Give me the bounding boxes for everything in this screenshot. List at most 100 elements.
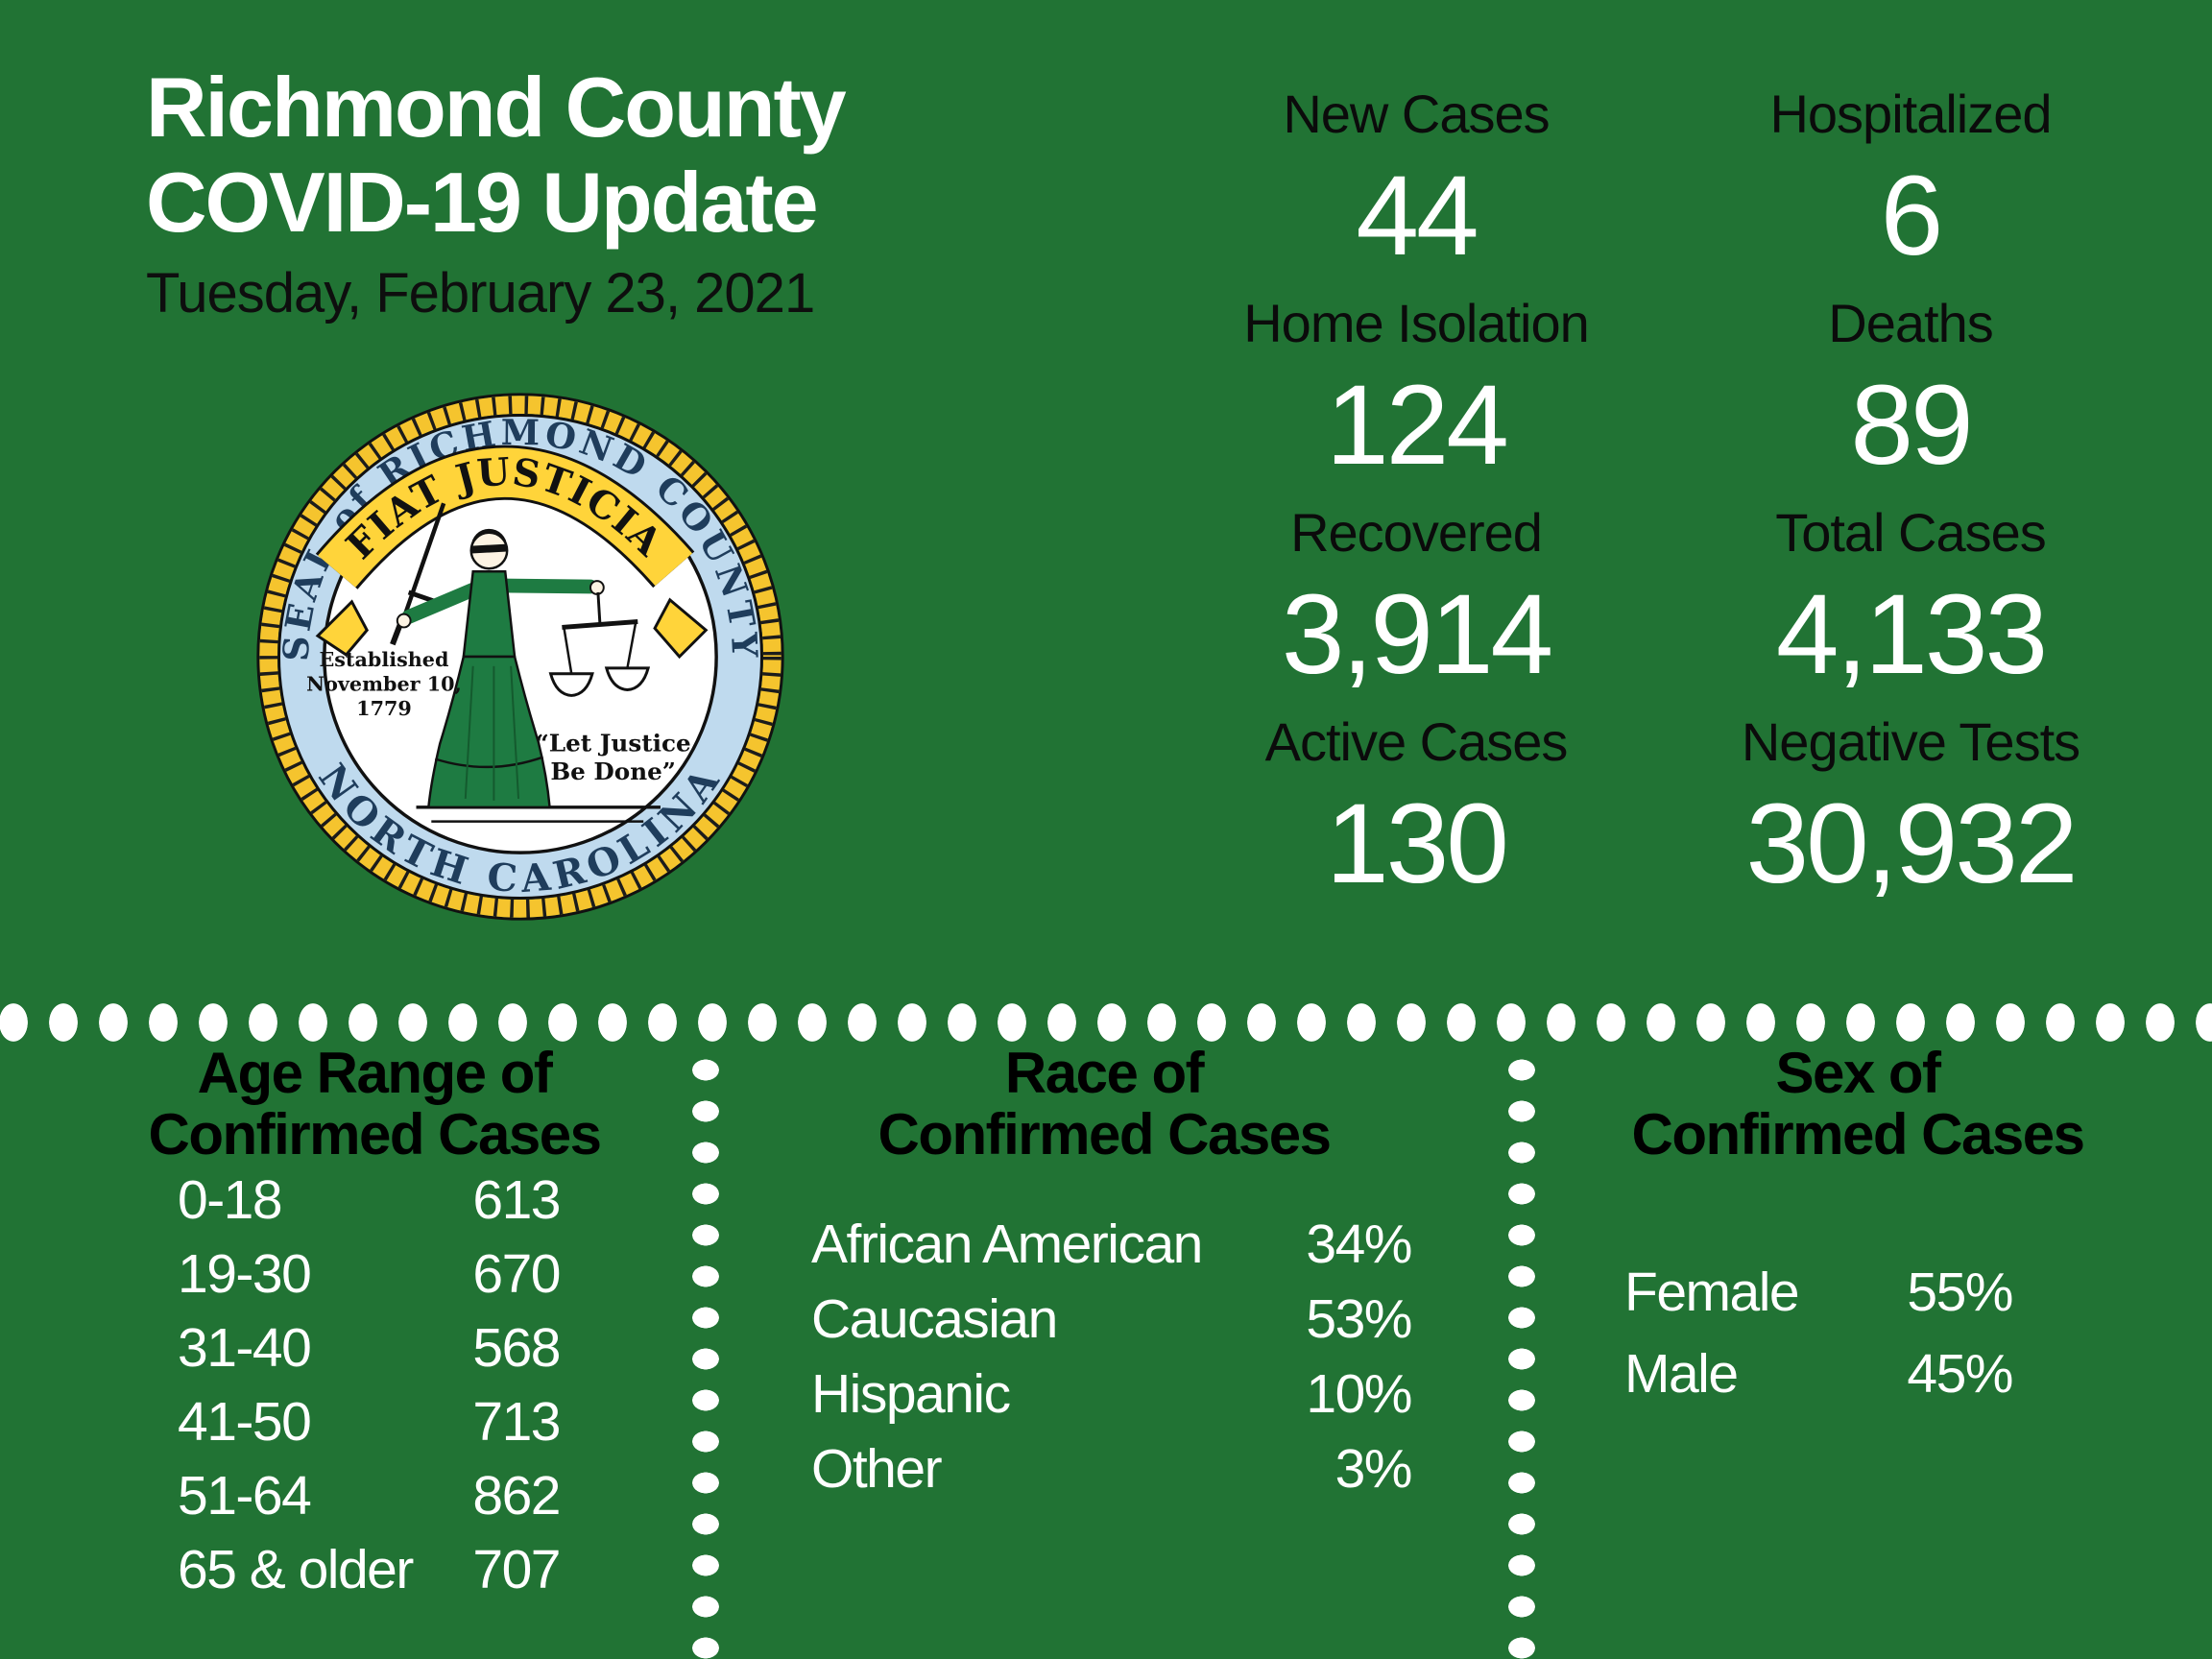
seal-outer-edge [256, 393, 784, 921]
stat-active-cases: Active Cases 130 [1147, 712, 1685, 916]
lady-justice-figure [390, 502, 661, 823]
stat-negative-tests: Negative Tests 30,932 [1642, 712, 2179, 916]
stat-value: 44 [1356, 153, 1479, 279]
table-row: African American 34% [811, 1214, 1412, 1275]
age-range-label: 51-64 [178, 1465, 312, 1527]
stat-value: 6 [1880, 153, 1944, 279]
skirt-tier [434, 756, 544, 769]
table-row: 19-30 670 [178, 1243, 561, 1305]
stat-value: 3,914 [1281, 571, 1553, 698]
race-header-line2: Confirmed Cases [878, 1102, 1332, 1166]
stat-label: Recovered [1290, 502, 1543, 563]
quote-line1: “Let Justice [536, 730, 691, 757]
sex-section-header: Sex of Confirmed Cases [1522, 1043, 2194, 1166]
left-arm [401, 581, 484, 624]
age-range-value: 670 [472, 1243, 561, 1305]
quote-line2: Be Done” [550, 757, 676, 785]
table-row: Hispanic 10% [811, 1363, 1412, 1425]
age-range-label: 19-30 [178, 1243, 312, 1305]
age-rows: 0-18 613 19-30 670 31-40 568 41-50 713 5… [178, 1169, 561, 1600]
age-header-line2: Confirmed Cases [148, 1102, 602, 1166]
stat-label: Deaths [1828, 293, 1993, 353]
age-header-line1: Age Range of [197, 1041, 553, 1105]
age-range-label: 31-40 [178, 1317, 312, 1379]
right-hand [589, 580, 605, 595]
page-title-line2: COVID-19 Update [146, 155, 819, 250]
sex-rows: Female 55% Male 45% [1624, 1262, 2013, 1405]
race-label: Hispanic [811, 1363, 1011, 1425]
sex-percent: 45% [1907, 1343, 2013, 1405]
age-range-label: 41-50 [178, 1391, 312, 1453]
hair [470, 528, 508, 547]
sword-blade [400, 502, 446, 622]
race-header-line1: Race of [1004, 1041, 1205, 1105]
stat-home-isolation: Home Isolation 124 [1147, 294, 1685, 497]
stat-label: Total Cases [1775, 502, 2047, 563]
page-title-line1: Richmond County [146, 60, 847, 155]
age-range-value: 862 [472, 1465, 561, 1527]
skirt [426, 655, 551, 809]
age-range-value: 568 [472, 1317, 561, 1379]
report-date: Tuesday, February 23, 2021 [146, 262, 815, 325]
sex-percent: 55% [1907, 1262, 2013, 1323]
stat-value: 4,133 [1775, 571, 2048, 698]
age-section-header: Age Range of Confirmed Cases [86, 1043, 662, 1166]
stat-total-cases: Total Cases 4,133 [1642, 503, 2179, 707]
vertical-dotted-divider-2 [1507, 1049, 1536, 1659]
horizontal-dotted-divider [0, 1002, 2212, 1043]
table-row: 51-64 862 [178, 1465, 561, 1527]
stat-hospitalized: Hospitalized 6 [1642, 84, 2179, 288]
age-range-value: 613 [472, 1169, 561, 1231]
stat-value: 89 [1850, 362, 1973, 489]
stat-deaths: Deaths 89 [1642, 294, 2179, 497]
race-rows: African American 34% Caucasian 53% Hispa… [811, 1214, 1413, 1500]
stat-label: Active Cases [1264, 711, 1569, 772]
scales-of-justice [548, 591, 651, 697]
table-row: Male 45% [1624, 1343, 2013, 1405]
stat-value: 30,932 [1745, 781, 2079, 907]
established-line1: Established [319, 648, 448, 671]
table-row: 31-40 568 [178, 1317, 561, 1379]
table-row: Other 3% [811, 1438, 1413, 1500]
race-percent: 3% [1334, 1438, 1413, 1500]
skirt-pleat [510, 665, 520, 799]
stats-column-left: New Cases 44 Home Isolation 124 Recovere… [1147, 84, 1685, 916]
stat-label: New Cases [1283, 84, 1550, 144]
race-section-header: Race of Confirmed Cases [768, 1043, 1440, 1166]
age-range-label: 65 & older [178, 1539, 414, 1600]
race-label: Caucasian [811, 1288, 1058, 1350]
established-line2: November 10, [306, 673, 462, 696]
sex-label: Male [1624, 1343, 1739, 1405]
stat-label: Home Isolation [1243, 293, 1590, 353]
age-range-label: 0-18 [178, 1169, 283, 1231]
sex-header-line1: Sex of [1775, 1041, 1941, 1105]
stat-label: Negative Tests [1741, 711, 2080, 772]
sex-header-line2: Confirmed Cases [1631, 1102, 2085, 1166]
right-arm [495, 578, 598, 594]
blindfold [470, 543, 508, 554]
sex-label: Female [1624, 1262, 1800, 1323]
stat-label: Hospitalized [1769, 84, 2052, 144]
richmond-county-seal: SEAL of RICHMOND COUNTY NORTH CAROLINA F… [256, 393, 784, 921]
stats-column-right: Hospitalized 6 Deaths 89 Total Cases 4,1… [1642, 84, 2179, 916]
age-range-value: 713 [472, 1391, 561, 1453]
table-row: Female 55% [1624, 1262, 2013, 1323]
stat-recovered: Recovered 3,914 [1147, 503, 1685, 707]
table-row: 41-50 713 [178, 1391, 561, 1453]
established-line3: 1779 [356, 697, 412, 720]
table-row: 0-18 613 [178, 1169, 561, 1231]
skirt-pleat [464, 665, 474, 799]
table-row: 65 & older 707 [178, 1539, 561, 1600]
bodice [462, 570, 517, 659]
table-row: Caucasian 53% [811, 1288, 1412, 1350]
race-percent: 53% [1306, 1288, 1412, 1350]
race-percent: 34% [1306, 1214, 1412, 1275]
seal-rope-twist [259, 396, 781, 918]
vertical-dotted-divider-1 [691, 1049, 720, 1659]
race-label: African American [811, 1214, 1203, 1275]
age-range-value: 707 [472, 1539, 561, 1600]
stat-value: 124 [1326, 362, 1509, 489]
race-label: Other [811, 1438, 943, 1500]
stat-new-cases: New Cases 44 [1147, 84, 1685, 288]
